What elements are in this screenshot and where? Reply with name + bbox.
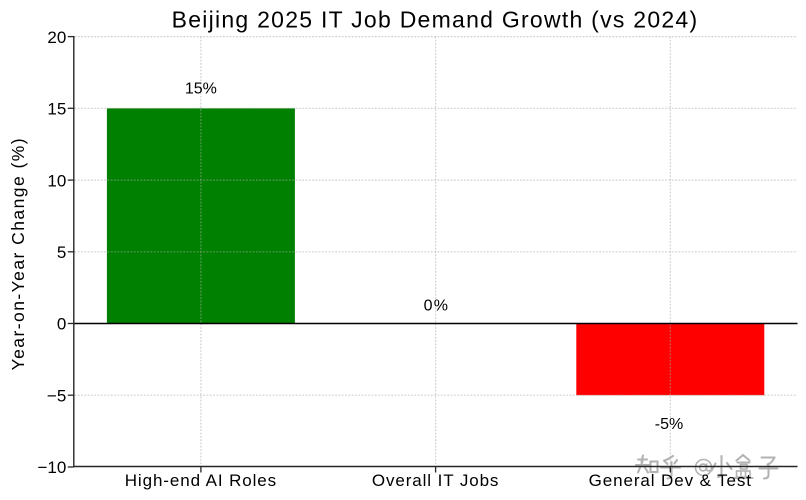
svg-text:General Dev & Test: General Dev & Test bbox=[589, 471, 752, 490]
svg-text:20: 20 bbox=[47, 28, 66, 47]
svg-text:15: 15 bbox=[47, 100, 66, 119]
svg-text:0%: 0% bbox=[424, 298, 450, 315]
svg-text:10: 10 bbox=[47, 171, 66, 190]
svg-text:−10: −10 bbox=[37, 458, 66, 477]
svg-text:Overall IT Jobs: Overall IT Jobs bbox=[372, 471, 500, 490]
svg-text:5: 5 bbox=[57, 243, 66, 262]
svg-text:15%: 15% bbox=[185, 81, 217, 98]
svg-text:Year-on-Year Change (%): Year-on-Year Change (%) bbox=[8, 137, 28, 370]
svg-text:−5: −5 bbox=[47, 386, 66, 405]
svg-text:Beijing 2025 IT Job Demand Gro: Beijing 2025 IT Job Demand Growth (vs 20… bbox=[172, 7, 699, 33]
svg-text:0: 0 bbox=[57, 315, 66, 334]
svg-text:High-end AI Roles: High-end AI Roles bbox=[125, 471, 277, 490]
svg-text:-5%: -5% bbox=[655, 416, 683, 433]
